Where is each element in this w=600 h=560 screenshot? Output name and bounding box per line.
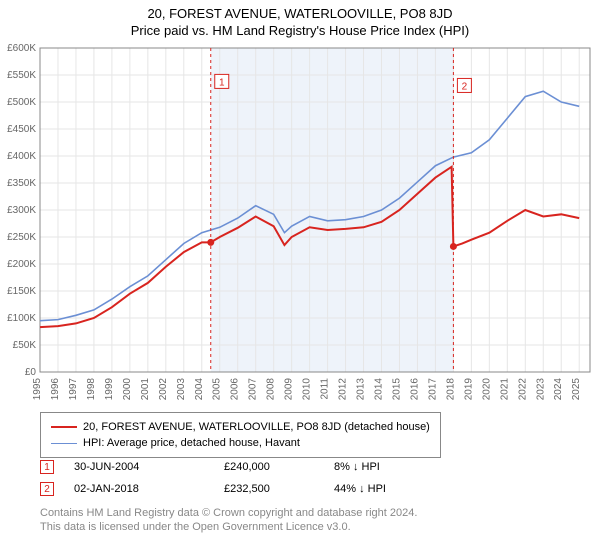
legend-item: HPI: Average price, detached house, Hava…	[51, 435, 430, 451]
sale-row: 1 30-JUN-2004£240,0008% ↓ HPI	[40, 456, 454, 478]
sale-price: £240,000	[224, 461, 334, 473]
price-chart: £0 £50K £100K £150K £200K £250K £300K £350K £400…	[0, 42, 600, 407]
y-tick-label: £0	[25, 367, 37, 378]
x-tick-label: 2011	[320, 378, 331, 400]
event-dot	[207, 239, 214, 246]
sale-date: 02-JAN-2018	[74, 483, 224, 495]
sale-delta: 8% ↓ HPI	[334, 461, 454, 473]
footnote: Contains HM Land Registry data © Crown c…	[40, 506, 417, 535]
x-tick-label: 2015	[391, 378, 402, 401]
x-tick-label: 2021	[499, 378, 510, 401]
sale-row: 2 02-JAN-2018£232,50044% ↓ HPI	[40, 478, 454, 500]
x-tick-label: 2016	[409, 378, 420, 401]
sale-badge: 1	[40, 460, 54, 474]
footnote-line: Contains HM Land Registry data © Crown c…	[40, 506, 417, 520]
y-tick-label: £550K	[7, 70, 36, 81]
event-badge-label: 2	[462, 81, 468, 92]
y-tick-label: £350K	[7, 178, 36, 189]
x-tick-label: 2022	[517, 378, 528, 401]
y-tick-label: £400K	[7, 151, 36, 162]
x-tick-label: 2014	[374, 378, 385, 401]
x-tick-label: 2024	[553, 378, 564, 401]
x-tick-label: 2000	[122, 378, 133, 401]
x-tick-label: 1997	[68, 378, 79, 401]
x-tick-label: 2002	[158, 378, 169, 401]
y-tick-label: £600K	[7, 43, 36, 54]
x-tick-label: 2017	[427, 378, 438, 401]
x-tick-label: 2006	[230, 378, 241, 401]
sale-delta: 44% ↓ HPI	[334, 483, 454, 495]
legend-swatch	[51, 443, 77, 444]
y-tick-label: £100K	[7, 313, 36, 324]
x-tick-label: 2018	[445, 378, 456, 401]
x-tick-label: 2010	[302, 378, 313, 401]
sales-table: 1 30-JUN-2004£240,0008% ↓ HPI 2 02-JAN-2018…	[40, 456, 454, 500]
legend: 20, FOREST AVENUE, WATERLOOVILLE, PO8 8J…	[40, 412, 441, 458]
y-tick-label: £500K	[7, 97, 36, 108]
legend-label: HPI: Average price, detached house, Hava…	[83, 437, 300, 449]
sale-badge: 2	[40, 482, 54, 496]
x-tick-label: 1995	[32, 378, 43, 401]
x-tick-label: 2012	[338, 378, 349, 401]
y-tick-label: £50K	[13, 340, 37, 351]
y-tick-label: £150K	[7, 286, 36, 297]
x-tick-label: 2023	[535, 378, 546, 401]
y-tick-label: £200K	[7, 259, 36, 270]
x-tick-label: 2009	[284, 378, 295, 401]
event-dot	[450, 243, 457, 250]
y-tick-label: £450K	[7, 124, 36, 135]
x-tick-label: 2025	[571, 378, 582, 401]
sale-date: 30-JUN-2004	[74, 461, 224, 473]
x-tick-label: 2004	[194, 378, 205, 401]
x-tick-label: 2001	[140, 378, 151, 401]
chart-title: 20, FOREST AVENUE, WATERLOOVILLE, PO8 8J…	[0, 0, 600, 21]
x-tick-label: 2013	[356, 378, 367, 401]
y-tick-label: £250K	[7, 232, 36, 243]
x-tick-label: 2020	[481, 378, 492, 401]
x-tick-label: 1999	[104, 378, 115, 401]
x-tick-label: 2007	[248, 378, 259, 401]
footnote-line: This data is licensed under the Open Gov…	[40, 520, 417, 534]
event-badge-label: 1	[219, 77, 225, 88]
legend-label: 20, FOREST AVENUE, WATERLOOVILLE, PO8 8J…	[83, 421, 430, 433]
x-tick-label: 2003	[176, 378, 187, 401]
x-tick-label: 2019	[463, 378, 474, 401]
legend-swatch	[51, 426, 77, 428]
x-tick-label: 2005	[212, 378, 223, 401]
y-tick-label: £300K	[7, 205, 36, 216]
legend-item: 20, FOREST AVENUE, WATERLOOVILLE, PO8 8J…	[51, 419, 430, 435]
chart-subtitle: Price paid vs. HM Land Registry's House …	[0, 23, 600, 38]
x-tick-label: 1996	[50, 378, 61, 401]
x-tick-label: 1998	[86, 378, 97, 401]
x-tick-label: 2008	[266, 378, 277, 401]
sale-price: £232,500	[224, 483, 334, 495]
